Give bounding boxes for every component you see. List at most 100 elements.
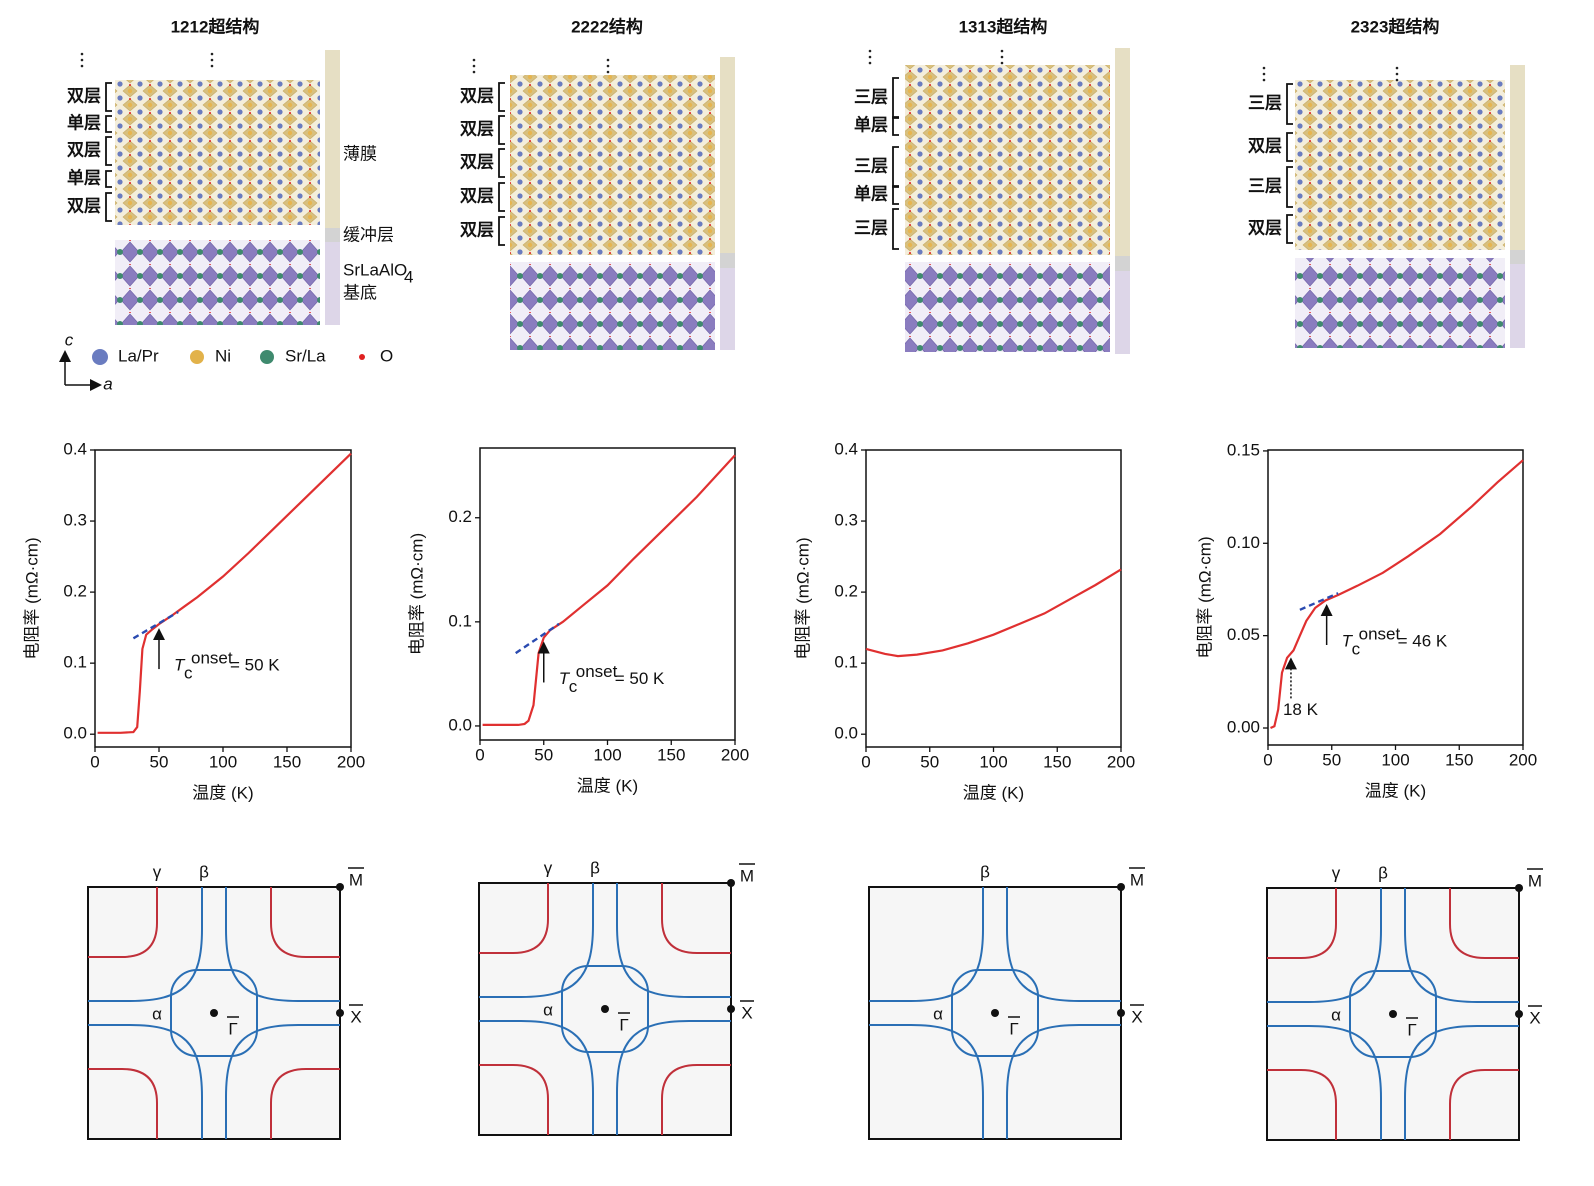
annotation-symbol: T xyxy=(559,669,571,688)
y-tick-label: 0.10 xyxy=(1227,533,1260,552)
y-tick-label: 0.2 xyxy=(63,582,87,601)
buffer-bar xyxy=(720,253,735,268)
fermi-panel: β α M X Γ xyxy=(868,862,1145,1140)
film-atoms xyxy=(115,80,320,225)
annotation-text: = 46 K xyxy=(1398,631,1448,650)
buffer-bar xyxy=(1115,256,1130,271)
layer-bracket xyxy=(105,136,112,166)
ellipsis-dot xyxy=(80,64,84,68)
y-tick-label: 0.2 xyxy=(834,582,858,601)
legend-label: La/Pr xyxy=(118,346,159,365)
annotation-sup: onset xyxy=(576,662,618,681)
legend-label: O xyxy=(380,346,393,365)
layer-label: 双层 xyxy=(1248,218,1282,237)
buffer-bar xyxy=(1510,250,1525,264)
ellipsis-dot xyxy=(868,61,872,65)
layer-label: 双层 xyxy=(460,220,494,239)
axis-a: a xyxy=(103,374,112,393)
x-label: X xyxy=(1529,1008,1540,1027)
m-label: M xyxy=(740,866,754,885)
layer-label: 双层 xyxy=(460,152,494,171)
alpha-sheet xyxy=(951,969,1039,1057)
annotation-sup: onset xyxy=(1359,624,1401,643)
ellipsis-dot xyxy=(80,58,84,62)
layer-bracket xyxy=(892,208,899,250)
layer-bracket xyxy=(498,82,505,112)
layer-label: 三层 xyxy=(1248,176,1282,195)
beta-sheet xyxy=(869,1024,984,1139)
x-axis-label: 温度 (K) xyxy=(1365,781,1426,800)
data-line xyxy=(865,568,1122,658)
legend-label: Sr/La xyxy=(285,346,326,365)
m-point xyxy=(336,883,344,891)
gamma-point-label: Γ xyxy=(1009,1019,1018,1038)
alpha-label: α xyxy=(543,1000,553,1019)
beta-sheet xyxy=(225,887,340,1002)
m-label: M xyxy=(349,870,363,889)
layer-label: 单层 xyxy=(854,114,888,134)
annotation-text: = 50 K xyxy=(615,669,665,688)
gamma-sheet xyxy=(270,887,340,958)
layer-bracket xyxy=(498,216,505,246)
gamma-sheet xyxy=(88,1068,158,1139)
layer-bracket xyxy=(892,116,899,136)
alpha-label: α xyxy=(152,1004,162,1023)
film-atoms xyxy=(905,65,1110,255)
axis-c: c xyxy=(65,330,74,349)
ellipsis-dot xyxy=(1000,49,1004,53)
y-tick-label: 0.0 xyxy=(448,715,472,734)
beta-sheet xyxy=(88,887,203,1002)
x-tick-label: 200 xyxy=(1509,750,1537,769)
alpha-sheet xyxy=(1349,970,1437,1058)
data-line xyxy=(97,452,352,734)
ellipsis-dot xyxy=(868,55,872,59)
substrate-label-sub: 4 xyxy=(404,267,413,286)
y-tick-label: 0.1 xyxy=(834,653,858,672)
gamma-point-label: Γ xyxy=(1407,1020,1416,1039)
layer-label: 三层 xyxy=(854,87,888,106)
buffer-bar xyxy=(325,228,340,242)
annotation-text: 18 K xyxy=(1283,700,1319,719)
substrate-atoms xyxy=(1295,258,1505,348)
gamma-label: γ xyxy=(1332,863,1341,882)
alpha-label: α xyxy=(933,1004,943,1023)
layer-bracket xyxy=(498,115,505,145)
layer-bracket xyxy=(1286,83,1293,125)
x-tick-label: 0 xyxy=(90,752,99,771)
layer-label: 双层 xyxy=(67,86,101,105)
x-tick-label: 50 xyxy=(534,745,553,764)
film-atoms xyxy=(510,75,715,255)
gamma-point xyxy=(210,1009,218,1017)
x-tick-label: 100 xyxy=(979,752,1007,771)
gamma-point-label: Γ xyxy=(619,1015,628,1034)
ellipsis-dot xyxy=(472,64,476,68)
panel-title: 1212超结构 xyxy=(171,16,260,36)
x-tick-label: 150 xyxy=(1043,752,1071,771)
x-tick-label: 150 xyxy=(1445,750,1473,769)
gamma-sheet xyxy=(88,887,158,958)
gamma-point xyxy=(1389,1010,1397,1018)
ellipsis-dot xyxy=(1262,72,1266,76)
film-bar xyxy=(1115,48,1130,256)
x-point xyxy=(336,1009,344,1017)
layer-label: 双层 xyxy=(460,119,494,138)
gamma-label: γ xyxy=(153,862,162,881)
ellipsis-dot xyxy=(80,52,84,56)
x-tick-label: 100 xyxy=(1381,750,1409,769)
layer-label: 三层 xyxy=(1248,93,1282,112)
data-line xyxy=(482,454,736,726)
y-tick-label: 0.2 xyxy=(448,507,472,526)
layer-bracket xyxy=(105,170,112,188)
ellipsis-dot xyxy=(472,70,476,74)
beta-sheet xyxy=(1404,1025,1519,1140)
gamma-point-label: Γ xyxy=(228,1019,237,1038)
beta-label: β xyxy=(980,862,990,881)
y-tick-label: 0.0 xyxy=(63,724,87,743)
m-point xyxy=(1117,883,1125,891)
annotation-symbol: T xyxy=(1342,631,1354,650)
x-tick-label: 100 xyxy=(593,745,621,764)
y-tick-label: 0.0 xyxy=(834,724,858,743)
beta-sheet xyxy=(479,1020,594,1135)
annotation-symbol: T xyxy=(174,656,186,675)
x-tick-label: 100 xyxy=(209,752,237,771)
